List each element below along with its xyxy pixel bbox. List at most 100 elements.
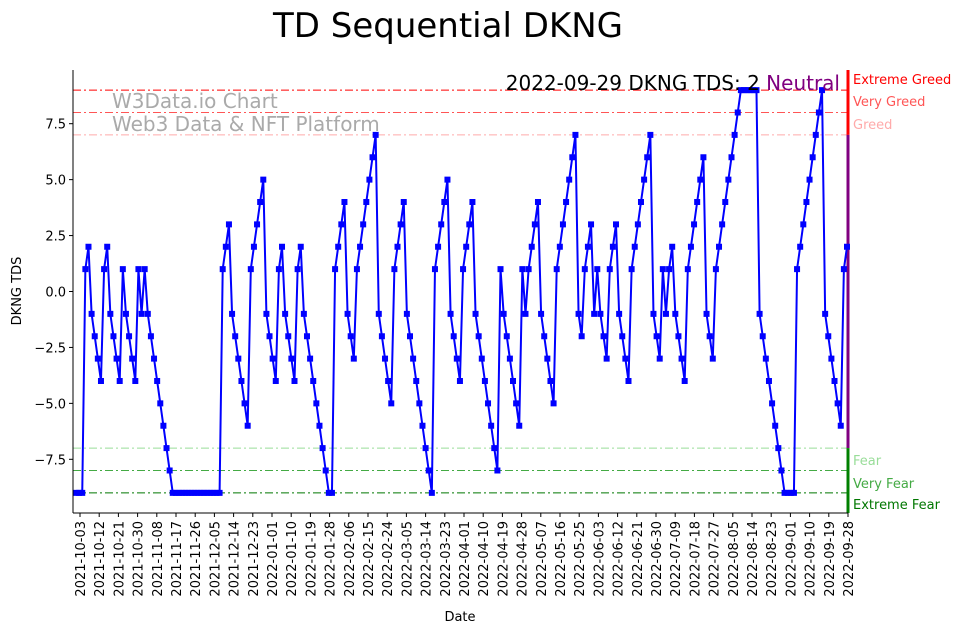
watermark-line-1: W3Data.io Chart [112,89,278,113]
x-tick-label: 2022-06-21 [631,521,646,597]
data-point [332,266,339,273]
data-point [319,445,326,452]
data-point [572,131,579,138]
data-point [431,266,438,273]
data-point [706,333,713,340]
data-point [129,355,136,362]
y-tick-label: −2.5 [34,341,66,356]
data-point [247,266,254,273]
data-point [307,355,314,362]
data-point [469,199,476,206]
data-point [806,176,813,183]
data-point [285,333,292,340]
data-point [322,467,329,474]
data-point [263,310,270,317]
data-point [634,221,641,228]
x-tick-label: 2022-05-25 [573,521,588,597]
data-point [191,489,198,496]
data-point [503,333,510,340]
data-point [194,489,201,496]
data-point [622,355,629,362]
data-point [584,243,591,250]
data-point [450,333,457,340]
data-point [672,310,679,317]
data-point [288,355,295,362]
data-point [101,266,108,273]
y-tick-label: 7.5 [45,118,66,133]
data-point [656,355,663,362]
data-point [762,355,769,362]
data-point [534,199,541,206]
data-point [179,489,186,496]
data-point [254,221,261,228]
data-point [500,310,507,317]
data-point [166,467,173,474]
data-point [588,221,595,228]
data-point [575,310,582,317]
data-point [110,333,117,340]
data-point [344,310,351,317]
data-point [328,489,335,496]
data-point [528,243,535,250]
data-point [219,266,226,273]
data-point [313,400,320,407]
data-point [163,445,170,452]
data-point [519,266,526,273]
data-point [716,243,723,250]
data-point [681,377,688,384]
data-point [335,243,342,250]
data-point [154,377,161,384]
data-point [185,489,192,496]
data-point [840,266,847,273]
data-point [244,422,251,429]
x-tick-label: 2021-11-17 [170,521,185,597]
data-point [104,243,111,250]
data-point [494,467,501,474]
data-point [606,266,613,273]
data-point [391,266,398,273]
level-label: Fear [853,454,882,469]
data-point [172,489,179,496]
x-tick-label: 2022-03-05 [400,521,415,597]
data-point [132,377,139,384]
data-point [790,489,797,496]
data-point [472,310,479,317]
data-point [360,221,367,228]
data-point [222,243,229,250]
data-point [531,221,538,228]
x-tick-label: 2022-01-01 [266,521,281,597]
data-point [188,489,195,496]
level-label: Very Greed [853,95,925,110]
data-point [775,445,782,452]
data-point [675,333,682,340]
x-tick-label: 2021-12-14 [228,521,243,597]
data-point [76,489,83,496]
data-point [759,333,766,340]
data-point [538,310,545,317]
data-point [478,355,485,362]
data-point [73,489,79,496]
y-tick-label: 5.0 [45,174,66,189]
data-point [160,422,167,429]
data-point [684,266,691,273]
data-point [609,243,616,250]
data-point [525,266,532,273]
data-point [325,489,332,496]
x-tick-label: 2021-10-21 [112,521,127,597]
level-label: Extreme Greed [853,73,951,88]
data-point [613,221,620,228]
data-point [453,355,460,362]
data-point [410,355,417,362]
x-tick-label: 2022-04-01 [458,521,473,597]
data-point [616,310,623,317]
data-point [828,355,835,362]
data-point [753,87,760,94]
data-point [778,467,785,474]
data-point [397,221,404,228]
data-point [481,377,488,384]
data-point [559,221,566,228]
data-point [200,489,207,496]
data-point [225,221,232,228]
x-tick-label: 2021-10-12 [93,521,108,597]
data-point [631,243,638,250]
